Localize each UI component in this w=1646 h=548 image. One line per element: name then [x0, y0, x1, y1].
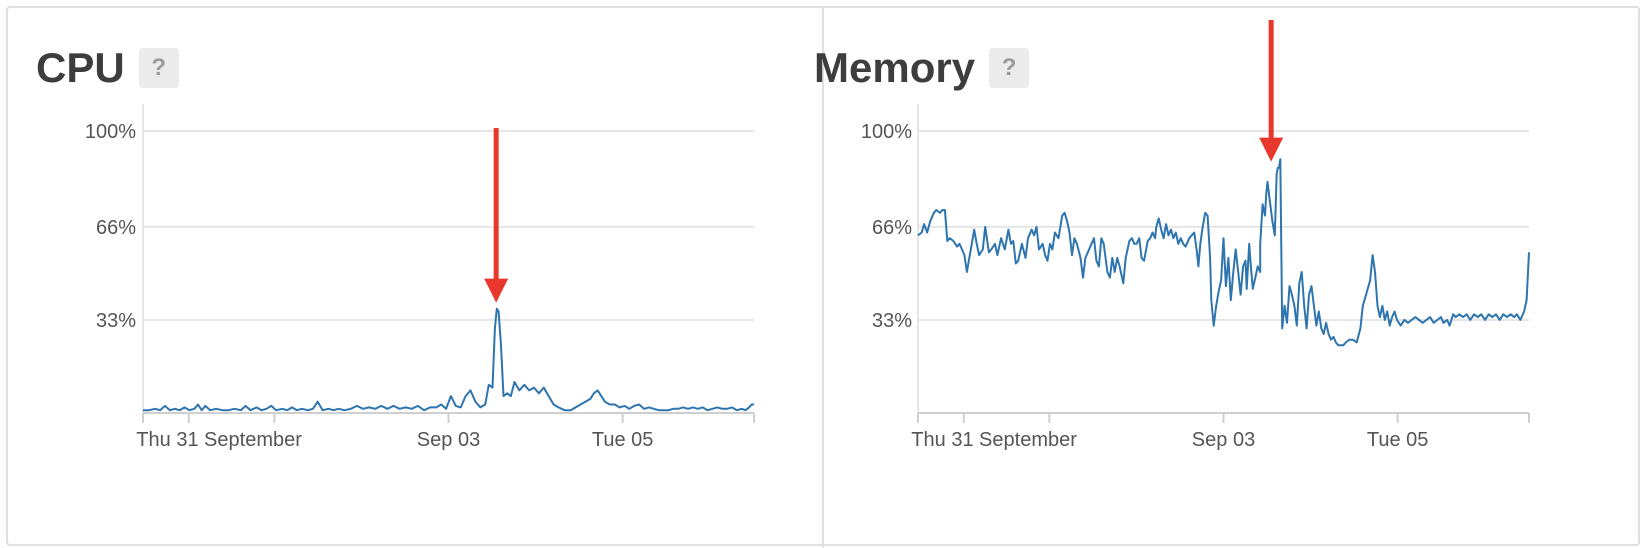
panel-divider [822, 8, 824, 548]
cpu-chart: 100% 66% 33% Thu 31 September Sep 03 Tue 05 [85, 104, 755, 451]
cpu-x-tick-label: September [204, 429, 302, 451]
cpu-x-tick-label: Thu 31 [136, 429, 198, 451]
memory-y-tick-label: 66% [872, 217, 912, 239]
memory-chart: 100% 66% 33% Thu 31 September Sep 03 Tue 05 [861, 20, 1530, 451]
memory-panel-header: Memory ? [814, 44, 1030, 92]
cpu-panel-header: CPU ? [36, 44, 179, 92]
memory-y-tick-label: 100% [861, 121, 912, 143]
memory-x-tick-label: September [979, 429, 1077, 451]
memory-panel-title: Memory [814, 44, 976, 91]
memory-x-tick-label: Thu 31 [911, 429, 973, 451]
memory-x-tick-label: Tue 05 [1367, 429, 1429, 451]
memory-peak-arrow-head [1259, 137, 1284, 162]
cpu-y-tick-label: 100% [85, 121, 136, 143]
cpu-series-line [143, 307, 754, 412]
cpu-y-tick-label: 33% [96, 310, 136, 332]
cpu-panel-title: CPU [36, 44, 125, 91]
cpu-y-tick-label: 66% [96, 217, 136, 239]
cpu-x-tick-label: Sep 03 [417, 429, 480, 451]
memory-x-tick-label: Sep 03 [1192, 429, 1255, 451]
memory-y-tick-label: 33% [872, 310, 912, 332]
cpu-x-tick-label: Tue 05 [592, 429, 654, 451]
memory-help-button[interactable]: ? [989, 48, 1030, 88]
cpu-help-button[interactable]: ? [138, 48, 179, 88]
memory-series-line [917, 158, 1530, 347]
cpu-peak-arrow-head [484, 278, 509, 303]
